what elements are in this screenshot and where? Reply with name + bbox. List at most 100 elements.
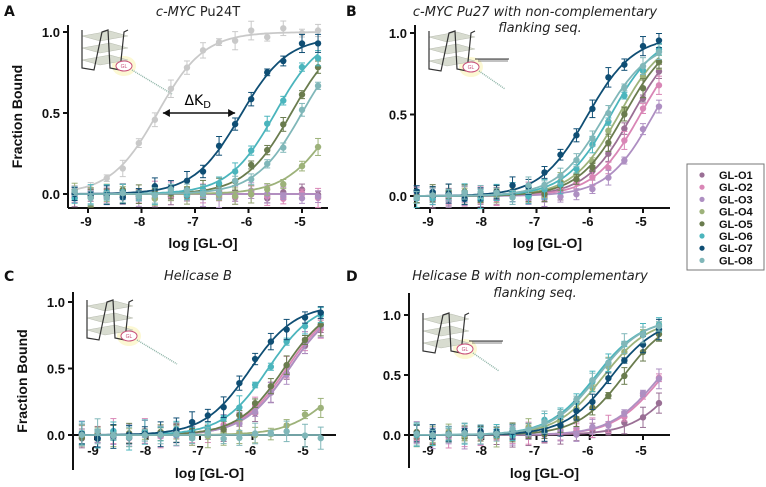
- x-tick-label: -5: [635, 214, 647, 229]
- data-point: [251, 399, 259, 407]
- data-point: [125, 433, 133, 441]
- data-point: [231, 192, 239, 200]
- gl-ellipse: [462, 61, 480, 73]
- x-tick-label: -5: [297, 443, 309, 458]
- data-point: [541, 181, 548, 189]
- data-point: [135, 139, 143, 147]
- data-point: [199, 47, 207, 54]
- data-point: [557, 193, 564, 200]
- data-point: [173, 430, 180, 438]
- x-tick-label: -9: [87, 443, 99, 458]
- strand: [81, 29, 129, 71]
- g-tetrad-plane: [81, 42, 129, 54]
- x-tick-label: -9: [422, 443, 434, 458]
- fit-curve: [416, 50, 660, 197]
- panel-d-title-line1: Helicase B with non-complementary: [412, 269, 648, 284]
- gl-label: GL: [126, 334, 133, 340]
- data-point: [605, 375, 612, 382]
- data-point: [477, 431, 484, 438]
- data-point: [167, 186, 175, 193]
- g-tetrad-plane: [422, 325, 470, 337]
- data-point: [301, 323, 309, 330]
- fit-curve: [74, 31, 319, 191]
- data-point: [87, 194, 94, 202]
- data-point: [317, 404, 324, 412]
- data-point: [215, 180, 223, 187]
- data-point: [493, 430, 500, 437]
- g-tetrad-plane: [428, 31, 476, 43]
- oligo-tail: [136, 339, 178, 365]
- panel-label-c: C: [4, 269, 14, 285]
- legend-label: GL-O2: [719, 182, 753, 194]
- data-point: [621, 137, 628, 144]
- panel-d: 0.0 0.5 1.0 -9 -8 -7 -6 -5 log [GL-O] GL: [383, 293, 670, 481]
- data-point: [605, 118, 612, 125]
- x-axis-label: log [GL-O]: [168, 235, 237, 251]
- data-point: [119, 165, 126, 172]
- data-point: [639, 125, 647, 133]
- data-point: [621, 409, 628, 417]
- data-point: [199, 168, 207, 175]
- data-point: [280, 57, 287, 65]
- data-point: [605, 422, 612, 429]
- data-point: [280, 192, 287, 200]
- data-point: [267, 338, 275, 345]
- g-tetrad-plane: [81, 30, 129, 42]
- x-tick-label: -7: [187, 214, 199, 229]
- data-point: [247, 147, 255, 154]
- data-point: [589, 398, 596, 406]
- data-point: [573, 407, 580, 415]
- legend-label: GL-O6: [719, 231, 753, 243]
- data-point: [183, 64, 191, 71]
- y-tick-label: 1.0: [389, 26, 407, 41]
- data-point: [157, 431, 164, 439]
- data-point: [573, 132, 580, 139]
- data-point: [655, 68, 663, 75]
- data-point: [280, 25, 287, 32]
- gl-ellipse: [115, 60, 133, 72]
- g-tetrad-plane: [86, 324, 134, 336]
- data-point: [605, 127, 612, 134]
- data-point: [280, 97, 287, 104]
- data-point: [71, 187, 78, 195]
- data-point: [301, 314, 309, 321]
- data-point: [103, 194, 110, 201]
- data-point: [251, 355, 259, 363]
- series-gl-o8: [71, 81, 322, 206]
- y-tick-label: 1.0: [47, 295, 65, 310]
- data-point: [110, 432, 117, 439]
- data-point: [301, 432, 309, 439]
- data-point: [314, 27, 322, 34]
- data-point: [298, 106, 306, 114]
- data-point: [280, 121, 287, 128]
- data-point: [264, 33, 271, 41]
- x-tick-label: -9: [422, 214, 434, 229]
- data-point: [247, 161, 255, 169]
- g-tetrad-plane: [422, 337, 470, 349]
- data-point: [605, 392, 612, 399]
- data-point: [509, 425, 516, 432]
- data-point: [119, 189, 126, 197]
- data-point: [94, 428, 101, 435]
- y-tick-label: 0.0: [383, 428, 401, 443]
- g-quadruplex-schematic: GL: [81, 29, 173, 95]
- panel-c-title: Helicase B: [164, 269, 232, 284]
- data-point: [493, 189, 500, 196]
- panel-a-title: c-MYC Pu24T: [156, 5, 240, 20]
- data-point: [314, 40, 322, 47]
- x-tick-label: -7: [529, 443, 541, 458]
- data-point: [298, 195, 306, 202]
- data-point: [236, 379, 243, 387]
- data-point: [188, 435, 196, 442]
- y-tick-label: 0.5: [389, 108, 407, 123]
- y-tick-label: 0.5: [47, 362, 65, 377]
- y-tick-label: 1.0: [42, 25, 60, 40]
- data-point: [141, 431, 149, 439]
- data-point: [267, 382, 275, 390]
- data-point: [605, 139, 612, 146]
- data-point: [215, 142, 223, 150]
- data-point: [220, 414, 227, 422]
- data-point: [298, 63, 306, 71]
- data-point: [655, 82, 663, 89]
